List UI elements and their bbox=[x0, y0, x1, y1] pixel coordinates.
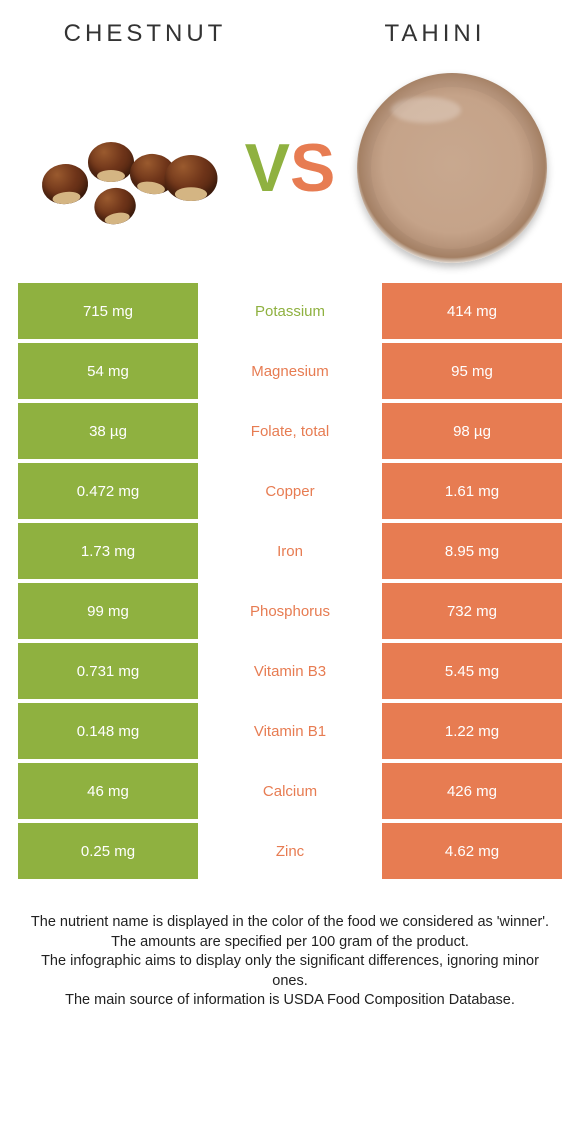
footer-line: The amounts are specified per 100 gram o… bbox=[30, 933, 550, 953]
value-right: 1.22 mg bbox=[382, 703, 562, 759]
value-right: 95 mg bbox=[382, 343, 562, 399]
nutrient-label: Zinc bbox=[198, 823, 382, 879]
value-right: 1.61 mg bbox=[382, 463, 562, 519]
tahini-image bbox=[343, 73, 560, 263]
table-row: 54 mgMagnesium95 mg bbox=[18, 343, 562, 399]
value-left: 1.73 mg bbox=[18, 523, 198, 579]
vs-v: V bbox=[245, 134, 290, 202]
nutrient-label: Magnesium bbox=[198, 343, 382, 399]
table-row: 0.731 mgVitamin B35.45 mg bbox=[18, 643, 562, 699]
nutrient-label: Copper bbox=[198, 463, 382, 519]
header-titles: CHESTNUT TAHINI bbox=[0, 20, 580, 48]
table-row: 1.73 mgIron8.95 mg bbox=[18, 523, 562, 579]
value-left: 54 mg bbox=[18, 343, 198, 399]
table-row: 0.25 mgZinc4.62 mg bbox=[18, 823, 562, 879]
value-right: 8.95 mg bbox=[382, 523, 562, 579]
footer-line: The infographic aims to display only the… bbox=[30, 952, 550, 991]
title-left: CHESTNUT bbox=[0, 20, 290, 48]
footer-notes: The nutrient name is displayed in the co… bbox=[30, 913, 550, 1011]
value-left: 715 mg bbox=[18, 283, 198, 339]
table-row: 715 mgPotassium414 mg bbox=[18, 283, 562, 339]
footer-line: The main source of information is USDA F… bbox=[30, 991, 550, 1011]
hero-row: V S bbox=[0, 73, 580, 263]
table-row: 0.148 mgVitamin B11.22 mg bbox=[18, 703, 562, 759]
value-right: 5.45 mg bbox=[382, 643, 562, 699]
nutrient-label: Vitamin B3 bbox=[198, 643, 382, 699]
value-right: 732 mg bbox=[382, 583, 562, 639]
value-left: 0.472 mg bbox=[18, 463, 198, 519]
title-right: TAHINI bbox=[290, 20, 580, 48]
nutrient-label: Vitamin B1 bbox=[198, 703, 382, 759]
table-row: 46 mgCalcium426 mg bbox=[18, 763, 562, 819]
nutrient-label: Iron bbox=[198, 523, 382, 579]
footer-line: The nutrient name is displayed in the co… bbox=[30, 913, 550, 933]
nutrient-label: Potassium bbox=[198, 283, 382, 339]
value-left: 0.731 mg bbox=[18, 643, 198, 699]
value-right: 414 mg bbox=[382, 283, 562, 339]
vs-label: V S bbox=[245, 134, 336, 202]
value-right: 98 µg bbox=[382, 403, 562, 459]
nutrient-label: Calcium bbox=[198, 763, 382, 819]
value-left: 38 µg bbox=[18, 403, 198, 459]
value-left: 46 mg bbox=[18, 763, 198, 819]
chestnut-image bbox=[20, 108, 237, 228]
nutrient-label: Phosphorus bbox=[198, 583, 382, 639]
value-left: 0.25 mg bbox=[18, 823, 198, 879]
table-row: 38 µgFolate, total98 µg bbox=[18, 403, 562, 459]
value-left: 99 mg bbox=[18, 583, 198, 639]
table-row: 0.472 mgCopper1.61 mg bbox=[18, 463, 562, 519]
vs-s: S bbox=[290, 134, 335, 202]
nutrient-label: Folate, total bbox=[198, 403, 382, 459]
value-right: 4.62 mg bbox=[382, 823, 562, 879]
nutrient-table: 715 mgPotassium414 mg54 mgMagnesium95 mg… bbox=[18, 283, 562, 879]
table-row: 99 mgPhosphorus732 mg bbox=[18, 583, 562, 639]
value-left: 0.148 mg bbox=[18, 703, 198, 759]
value-right: 426 mg bbox=[382, 763, 562, 819]
